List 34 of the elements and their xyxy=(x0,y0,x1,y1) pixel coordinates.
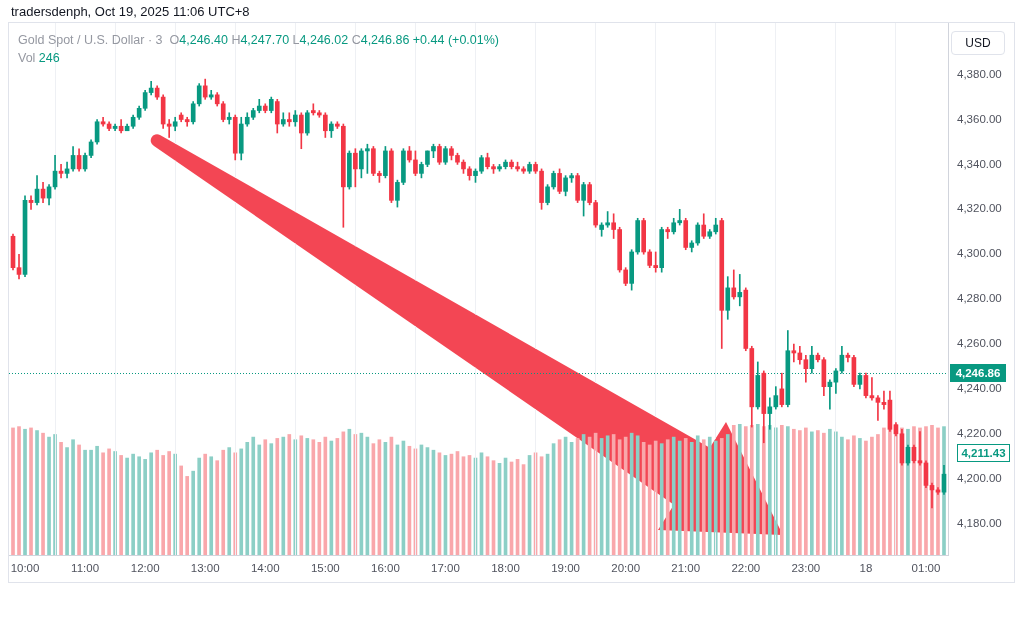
text: 4,211.43 xyxy=(957,444,1010,462)
y-tick-label: 4,340.00 xyxy=(957,157,1002,170)
y-tick-label: 4,300.00 xyxy=(957,247,1002,260)
x-tick-label: 18 xyxy=(859,562,873,575)
y-tick-label: 4,360.00 xyxy=(957,112,1002,125)
annotation: O4,246.40 H4,247.70 L4,246.02 C4,246.86 +0.44 (+0.01%) xyxy=(169,33,499,47)
y-tick-label: 4,280.00 xyxy=(957,292,1002,305)
text: tradersdenph, Oct 19, 2025 11:06 UTC+8 xyxy=(11,4,250,19)
x-tick-label: 19:00 xyxy=(551,562,580,575)
x-tick-label: 18:00 xyxy=(491,562,520,575)
x-tick-label: 11:00 xyxy=(71,562,100,575)
annotation: Vol 246 xyxy=(18,51,60,65)
x-tick-label: 13:00 xyxy=(190,562,220,575)
currency-button: USD xyxy=(951,31,1005,55)
x-tick-label: 23:00 xyxy=(791,562,821,575)
x-tick-label: 16:00 xyxy=(371,562,400,575)
y-tick-label: 4,380.00 xyxy=(957,67,1002,80)
y-tick-label: 4,220.00 xyxy=(957,426,1002,439)
x-tick-label: 15:00 xyxy=(310,562,340,575)
y-tick-label: 4,260.00 xyxy=(957,337,1002,350)
x-tick-label: 10:00 xyxy=(10,562,40,575)
x-tick-label: 20:00 xyxy=(611,562,641,575)
x-tick-label: 12:00 xyxy=(130,562,160,575)
x-tick-label: 14:00 xyxy=(250,562,280,575)
x-tick-label: 17:00 xyxy=(431,562,460,575)
y-tick-label: 4,240.00 xyxy=(957,382,1002,395)
x-tick-label: 22:00 xyxy=(731,562,761,575)
text: Gold Spot / U.S. Dollar · 3 xyxy=(18,33,163,47)
x-tick-label: 21:00 xyxy=(671,562,701,575)
y-tick-label: 4,180.00 xyxy=(957,516,1002,529)
x-tick-label: 01:00 xyxy=(911,562,941,575)
ref-line-label: 4,246.86 xyxy=(955,367,1001,380)
y-tick-label: 4,320.00 xyxy=(957,202,1002,215)
y-tick-label: 4,200.00 xyxy=(957,471,1002,484)
